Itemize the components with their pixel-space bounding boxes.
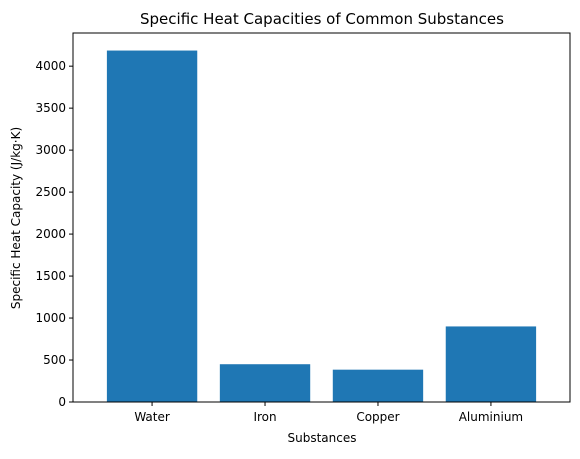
x-tick-label: Water: [134, 410, 170, 424]
plot-area-frame: [72, 32, 571, 403]
x-axis-ticks: Water Iron Copper Aluminium: [134, 402, 523, 424]
y-tick-label: 1500: [35, 269, 66, 283]
bar-aluminium: [445, 326, 537, 402]
y-axis-ticks: 0 500 1000 1500 2000 2500 3000 3500 4000: [35, 59, 73, 409]
y-tick-label: 500: [43, 353, 66, 367]
y-tick-label: 1000: [35, 311, 66, 325]
x-tick-label: Copper: [356, 410, 399, 424]
y-tick-label: 2500: [35, 185, 66, 199]
bar-water: [106, 50, 198, 403]
x-tick-label: Aluminium: [459, 410, 523, 424]
bars-layer: [106, 50, 537, 403]
y-tick-label: 3500: [35, 101, 66, 115]
y-tick-label: 4000: [35, 59, 66, 73]
chart-title: Specific Heat Capacities of Common Subst…: [140, 10, 504, 28]
x-axis-label: Substances: [288, 431, 357, 445]
y-tick-label: 3000: [35, 143, 66, 157]
bar-copper: [332, 369, 424, 402]
y-tick-label: 0: [58, 395, 66, 409]
bar-iron: [219, 364, 311, 402]
y-tick-label: 2000: [35, 227, 66, 241]
y-axis-label: Specific Heat Capacity (J/kg·K): [9, 127, 23, 309]
x-tick-label: Iron: [253, 410, 276, 424]
